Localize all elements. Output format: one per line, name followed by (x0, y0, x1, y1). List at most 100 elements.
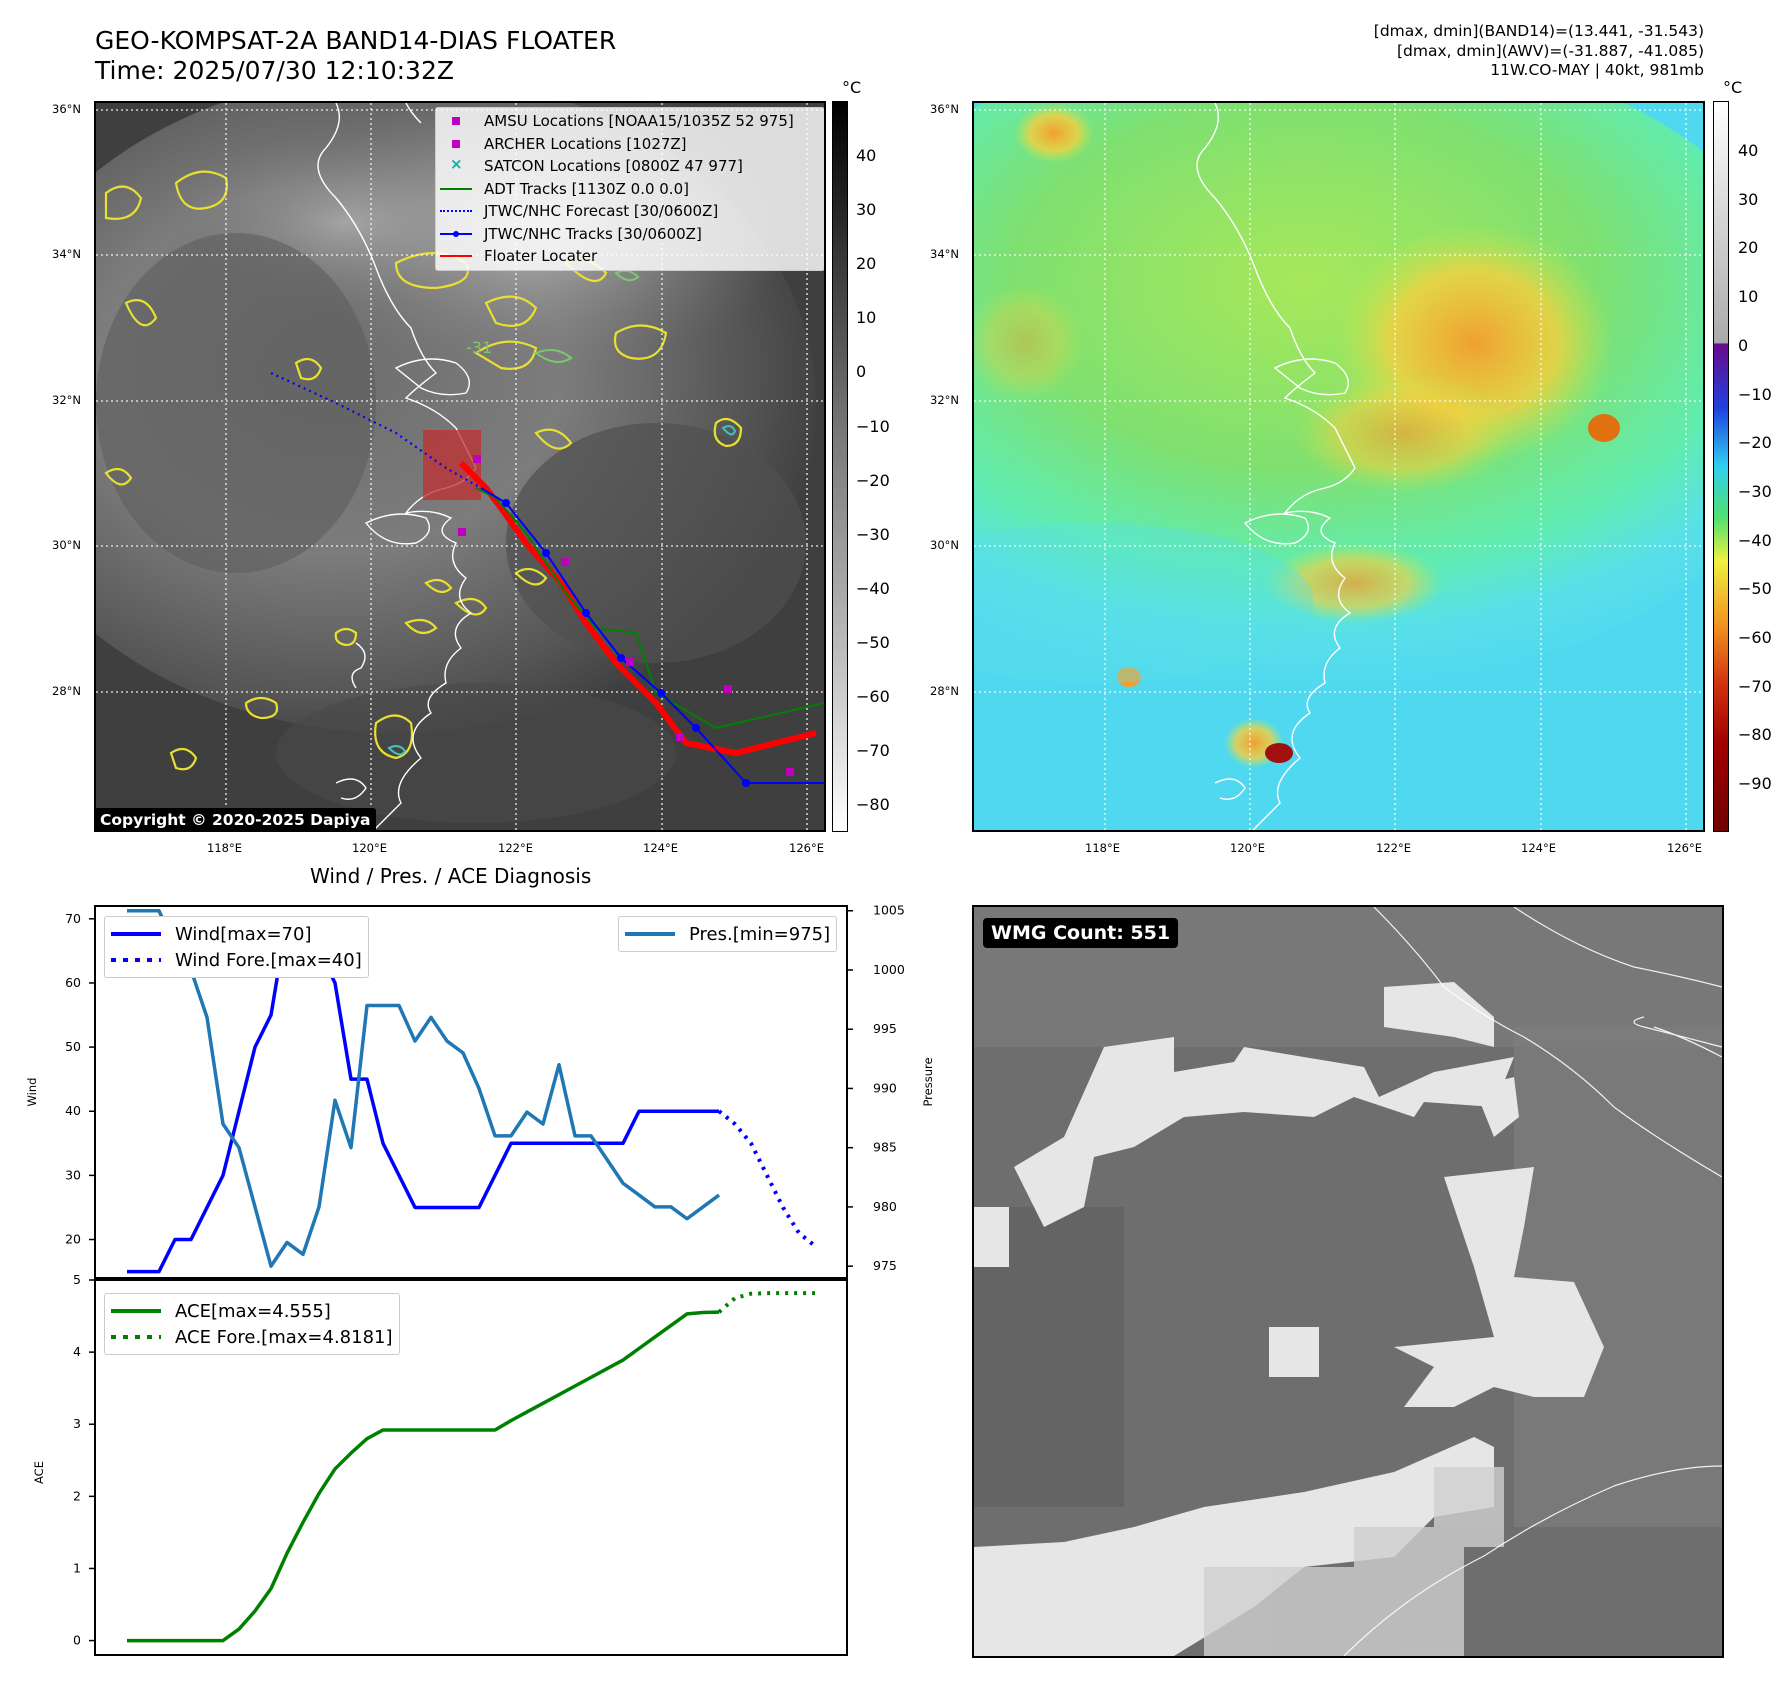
ir-colorbar-tick: 30 (856, 200, 877, 220)
ir-lat-label-36: 36°N (52, 102, 81, 116)
ir-coastline (317, 103, 477, 830)
wv-colorbar-tick: −60 (1738, 628, 1772, 647)
legend-pressure: Pres.[min=975] (625, 921, 830, 947)
wv-colorbar-tick: −80 (1738, 725, 1772, 745)
floater-locater-track (458, 460, 817, 757)
ir-lon-label-126: 126°E (789, 841, 824, 855)
ir-lon-label-122: 122°E (498, 841, 533, 855)
title-line-1: GEO-KOMPSAT-2A BAND14-DIAS FLOATER (95, 26, 617, 55)
pressure-ytick-label: 995 (873, 1021, 897, 1036)
ace-plot-frame (94, 1279, 848, 1656)
wv-colorbar-tick: −40 (1738, 530, 1772, 550)
wv-gridlines (974, 103, 1703, 830)
ir-lon-label-120: 120°E (352, 841, 387, 855)
ir-colorbar-tick: −10 (856, 416, 890, 436)
wv-colorbar (1713, 101, 1729, 832)
wv-lat-label-36: 36°N (930, 102, 959, 116)
ir-colorbar-tick: −60 (856, 687, 890, 706)
ir-lat-label-28: 28°N (52, 684, 81, 698)
pressure-ytick-label: 1005 (873, 903, 905, 918)
wind-pressure-chart: 20 30 40 50 60 70 975 980 985 990 995 1000 1005 Wind P… (25, 903, 935, 1279)
ace-axis-label: ACE (32, 1461, 46, 1484)
pressure-ytick-label: 980 (873, 1199, 897, 1214)
wv-coastline (1196, 103, 1356, 830)
copyright-badge: Copyright © 2020-2025 Dapiya (94, 808, 377, 832)
figure-title: GEO-KOMPSAT-2A BAND14-DIAS FLOATER Time:… (95, 26, 616, 86)
wv-lat-label-32: 32°N (930, 393, 959, 407)
series-line-1 (717, 1109, 817, 1248)
info-line-3: 11W.CO-MAY | 40kt, 981mb (1490, 61, 1704, 79)
legend-archer: ARCHER Locations [1027Z] (436, 133, 824, 156)
ir-colorbar-tick: −70 (856, 741, 890, 761)
wind-ytick-label: 40 (65, 1103, 81, 1118)
ace-ytick-label: 1 (73, 1560, 81, 1575)
legend-wind: Wind[max=70] (111, 921, 362, 947)
ir-colorbar-tick: −40 (856, 578, 890, 598)
wv-colorbar-tick: −90 (1738, 774, 1772, 794)
ir-map-panel: -31 (94, 101, 826, 832)
wind-ytick-label: 50 (65, 1039, 81, 1054)
info-line-2: [dmax, dmin](AWV)=(-31.887, -41.085) (1397, 41, 1704, 60)
wv-lat-label-34: 34°N (930, 247, 959, 261)
ace-series-line-0 (127, 1310, 720, 1643)
legend-jtwc-forecast: JTWC/NHC Forecast [30/0600Z] (436, 200, 824, 223)
legend-jtwc-tracks: JTWC/NHC Tracks [30/0600Z] (436, 223, 824, 246)
ir-colorbar-tick: 0 (856, 362, 867, 382)
title-line-2: Time: 2025/07/30 12:10:32Z (95, 56, 454, 85)
ir-colorbar-tick: 40 (856, 146, 877, 165)
ace-ytick-label: 2 (73, 1488, 81, 1503)
forecast-track (270, 372, 482, 489)
legend-ace-forecast: ACE Fore.[max=4.8181] (111, 1324, 393, 1350)
diagnosis-title: Wind / Pres. / ACE Diagnosis (310, 864, 592, 888)
ace-legend: ACE[max=4.555] ACE Fore.[max=4.8181] (104, 1293, 400, 1355)
wv-lon-label-120: 120°E (1230, 841, 1265, 855)
ir-legend: AMSU Locations [NOAA15/1035Z 52 975] ARC… (435, 107, 824, 271)
wv-colorbar-tick: 40 (1738, 141, 1759, 160)
pressure-ytick-label: 975 (873, 1258, 897, 1273)
legend-adt: ADT Tracks [1130Z 0.0 0.0] (436, 178, 824, 201)
wv-colorbar-tick: −20 (1738, 433, 1772, 453)
wv-colorbar-tick: 30 (1738, 189, 1759, 209)
ir-lat-label-30: 30°N (52, 538, 81, 552)
wv-colorbar-tick: −30 (1738, 481, 1772, 501)
wmg-image (974, 907, 1722, 1656)
wv-lon-label-126: 126°E (1667, 841, 1702, 855)
amsu-archer-points (458, 455, 794, 776)
ace-ytick-label: 4 (73, 1344, 81, 1359)
wv-map-panel (972, 101, 1705, 832)
jtwc-track-points (502, 499, 750, 787)
pressure-axis-label: Pressure (921, 1057, 935, 1106)
legend-satcon: × SATCON Locations [0800Z 47 977] (450, 155, 743, 176)
legend-amsu: AMSU Locations [NOAA15/1035Z 52 975] (436, 110, 824, 133)
legend-wind-forecast: Wind Fore.[max=40] (111, 947, 362, 973)
ir-colorbar-tick: −50 (856, 632, 890, 652)
ir-colorbar-tick: 20 (856, 254, 877, 274)
ir-colorbar-tick: −30 (856, 524, 890, 544)
series-line-0 (127, 917, 719, 1274)
wv-lon-label-118: 118°E (1085, 841, 1120, 855)
wind-legend: Wind[max=70] Wind Fore.[max=40] (104, 916, 369, 978)
legend-floater: Floater Locater (436, 245, 824, 268)
wv-lat-label-30: 30°N (930, 538, 959, 552)
wv-lon-label-124: 124°E (1521, 841, 1556, 855)
wind-plot-frame (94, 905, 848, 1279)
ace-chart: 0 1 2 3 4 5 ACE (32, 1272, 848, 1656)
ace-ytick-label: 0 (73, 1633, 81, 1648)
wmg-coastline (1343, 907, 1722, 1656)
info-block: [dmax, dmin](BAND14)=(13.441, -31.543) [… (1374, 22, 1704, 81)
ir-lon-label-124: 124°E (643, 841, 678, 855)
pressure-ytick-label: 1000 (873, 962, 905, 977)
wv-colorbar-tick: 20 (1738, 238, 1759, 258)
wind-ytick-label: 70 (65, 911, 81, 926)
ir-lat-label-32: 32°N (52, 393, 81, 407)
ir-lon-label-118: 118°E (207, 841, 242, 855)
ir-colorbar-tick: −20 (856, 470, 890, 490)
wind-axis-label: Wind (25, 1078, 39, 1107)
wind-ytick-label: 20 (65, 1232, 81, 1247)
contour-label: -31 (466, 338, 492, 357)
wv-map-image (974, 103, 1703, 830)
wind-ytick-label: 60 (65, 975, 81, 990)
ir-colorbar-tick: −80 (856, 795, 890, 815)
wv-colorbar-tick: −10 (1738, 384, 1772, 404)
wmg-bright-region (974, 982, 1604, 1656)
